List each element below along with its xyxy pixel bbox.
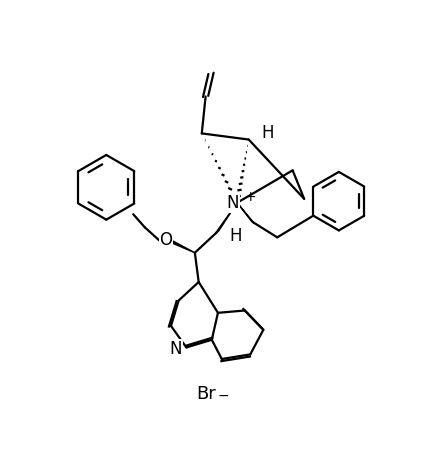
Text: Br: Br: [196, 384, 216, 403]
Text: N: N: [169, 340, 182, 358]
Text: O: O: [159, 231, 173, 249]
Text: −: −: [217, 389, 229, 403]
Text: N: N: [226, 194, 239, 212]
Text: +: +: [245, 190, 256, 204]
Polygon shape: [216, 203, 237, 233]
Text: H: H: [230, 227, 242, 245]
Polygon shape: [237, 203, 254, 223]
Text: H: H: [261, 125, 274, 142]
Polygon shape: [170, 240, 195, 253]
